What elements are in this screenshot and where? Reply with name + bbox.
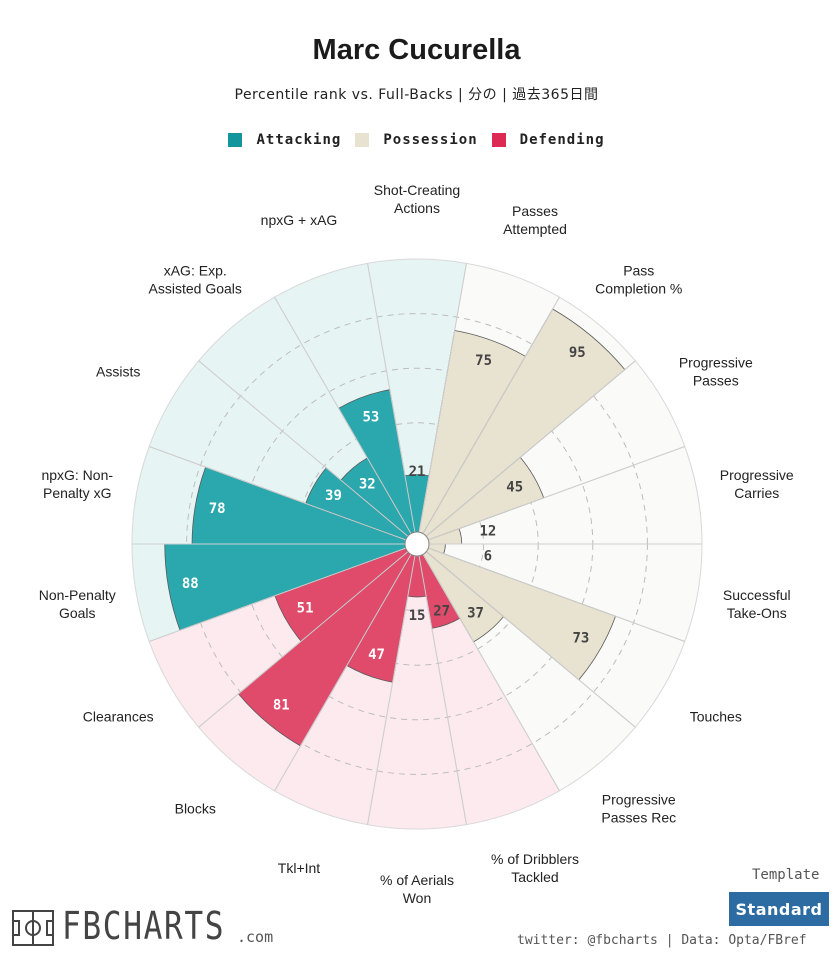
value-label: 27 [433, 604, 450, 620]
value-label: 95 [569, 345, 586, 361]
value-label: 45 [506, 480, 523, 496]
spokes [132, 263, 702, 825]
category-label: xAG: Exp. Assisted Goals [149, 263, 242, 297]
category-label: Progressive Carries [720, 467, 794, 501]
category-label: % of Aerials Won [380, 872, 454, 906]
spoke [149, 547, 406, 642]
category-label: npxG + xAG [261, 212, 338, 228]
legend-item-defending: Defending [491, 132, 605, 148]
category-label: Blocks [175, 800, 216, 816]
value-label: 47 [368, 647, 385, 663]
value-label: 53 [363, 409, 380, 425]
spoke [198, 551, 409, 728]
spoke [428, 446, 685, 541]
pitch-icon [12, 910, 54, 946]
spoke [422, 554, 560, 792]
spoke [367, 555, 416, 825]
chart-title: Marc Cucurella [312, 34, 521, 66]
value-label: 12 [479, 523, 496, 539]
value-label: 32 [359, 477, 376, 493]
legend-item-attacking: Attacking [228, 132, 341, 148]
category-label: % of Dribblers Tackled [491, 851, 579, 885]
category-label: Pass Completion % [595, 263, 682, 297]
legend-swatch-possession [355, 133, 370, 147]
credits: twitter: @fbcharts | Data: Opta/FBref [517, 933, 807, 948]
legend-label-defending: Defending [519, 132, 605, 148]
spoke [274, 554, 412, 792]
chart-subtitle: Percentile rank vs. Full-Backs | 分の | 過去… [234, 87, 599, 103]
value-label: 78 [209, 501, 226, 517]
legend-label-attacking: Attacking [256, 132, 342, 148]
legend-label-possession: Possession [383, 132, 478, 148]
center-circle [404, 531, 430, 557]
category-label: Progressive Passes Rec [601, 791, 676, 825]
spoke [425, 551, 636, 728]
spoke [418, 263, 467, 533]
value-label: 37 [467, 606, 484, 622]
logo-suffix: .com [237, 928, 274, 946]
category-label: Successful Take-Ons [723, 587, 791, 621]
value-label: 81 [273, 698, 290, 714]
spoke [198, 360, 409, 537]
category-label: Passes Attempted [503, 203, 567, 237]
value-labels: 21 75 95 45 12 6 73 37 27 15 47 81 51 88 78 39 32 53 [182, 345, 590, 714]
category-labels: Shot-Creating Actions Passes Attempted Pass C… [39, 182, 794, 906]
fbcharts-logo: FBCHARTS .com [12, 904, 273, 948]
value-label: 39 [325, 488, 342, 504]
value-label: 21 [409, 464, 426, 480]
legend-swatch-attacking [228, 133, 243, 147]
value-label: 88 [182, 576, 199, 592]
bars [164, 308, 626, 747]
category-label: Tkl+Int [278, 860, 321, 876]
template-caption: Template [752, 867, 820, 883]
category-label: Shot-Creating Actions [374, 182, 460, 216]
category-label: Touches [690, 709, 742, 725]
value-label: 51 [297, 601, 314, 617]
template-standard-button[interactable]: Standard [729, 892, 829, 926]
value-label: 73 [573, 631, 590, 647]
category-label: Assists [96, 364, 140, 380]
category-label: Progressive Passes [679, 355, 753, 389]
spoke [274, 296, 412, 534]
spoke [367, 263, 416, 533]
value-label: 15 [409, 608, 426, 624]
legend: Attacking Possession Defending [0, 132, 833, 148]
spoke [428, 547, 685, 642]
spoke [425, 360, 636, 537]
category-label: Clearances [83, 709, 154, 725]
value-label: 75 [475, 353, 492, 369]
spoke [418, 555, 467, 825]
legend-swatch-defending [491, 133, 506, 147]
category-label: Non-Penalty Goals [39, 587, 116, 621]
category-label: npxG: Non-Penalty xG [41, 467, 113, 501]
value-label: 6 [484, 549, 492, 565]
legend-item-possession: Possession [355, 132, 477, 148]
spoke [422, 296, 560, 534]
logo-text: FBCHARTS [62, 904, 226, 948]
spoke [149, 446, 406, 541]
